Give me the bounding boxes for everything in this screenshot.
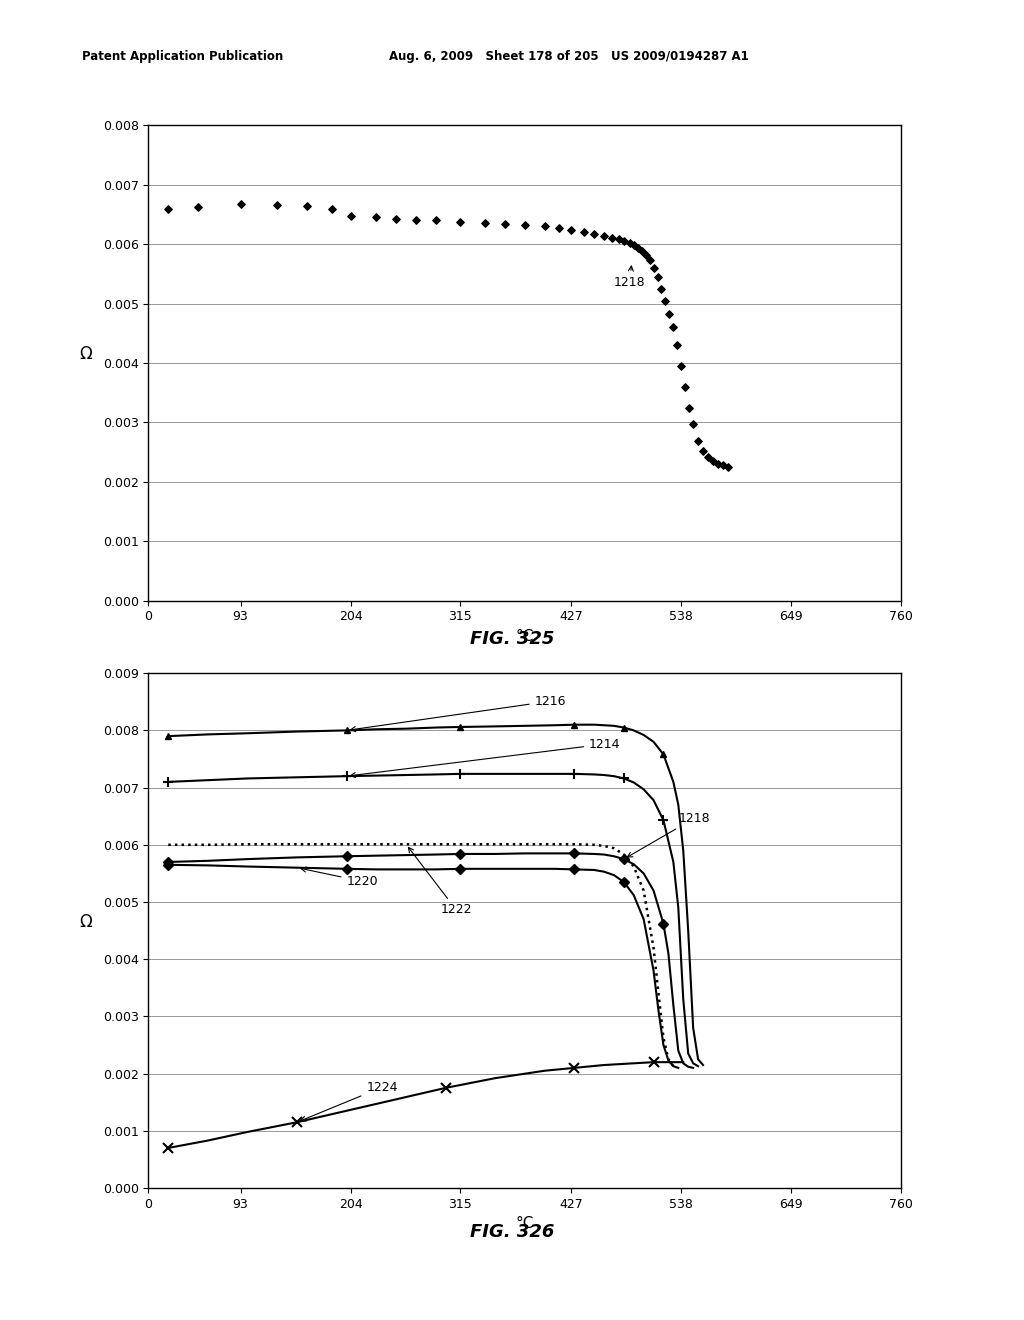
Point [649,267,666,288]
Y-axis label: Ω: Ω [80,345,92,363]
Text: 1216: 1216 [350,694,566,731]
Point [269,194,286,215]
Point [563,219,580,240]
X-axis label: °C: °C [516,1216,534,1232]
Point [673,355,689,376]
Point [551,216,567,238]
Point [388,209,404,230]
Point [695,441,712,462]
Point [641,249,657,271]
Point [677,376,693,397]
Text: 1218: 1218 [628,812,710,857]
Point [408,210,424,231]
Point [662,304,678,325]
Text: FIG. 326: FIG. 326 [470,1222,554,1241]
Text: 1222: 1222 [409,847,472,916]
Point [720,457,736,478]
Point [516,215,532,236]
Point [577,222,593,243]
Point [630,238,646,259]
Point [232,193,249,214]
X-axis label: °C: °C [516,628,534,644]
Point [669,334,685,355]
Point [596,226,612,247]
Text: Patent Application Publication: Patent Application Publication [82,50,284,63]
Point [666,317,682,338]
Text: 1220: 1220 [301,867,378,888]
Point [615,231,632,252]
Point [342,205,358,226]
Point [477,213,494,234]
Point [685,413,701,434]
Point [681,397,697,418]
Y-axis label: Ω: Ω [80,912,92,931]
Point [299,195,315,216]
Point [586,223,602,244]
Point [537,215,553,236]
Point [324,198,340,219]
Text: Aug. 6, 2009   Sheet 178 of 205   US 2009/0194287 A1: Aug. 6, 2009 Sheet 178 of 205 US 2009/01… [389,50,749,63]
Text: 1214: 1214 [350,738,621,777]
Point [705,450,721,471]
Point [610,228,627,249]
Point [453,211,469,232]
Point [699,446,716,467]
Point [710,453,726,474]
Text: FIG. 325: FIG. 325 [470,630,554,648]
Point [634,240,650,261]
Point [189,197,206,218]
Point [368,207,384,228]
Point [645,257,662,279]
Point [657,290,674,312]
Point [497,214,513,235]
Point [160,198,176,219]
Point [626,235,642,256]
Point [690,430,707,451]
Point [715,454,731,475]
Point [604,227,621,248]
Text: 1218: 1218 [614,267,645,289]
Point [637,244,653,265]
Point [427,210,443,231]
Text: 1224: 1224 [301,1081,398,1121]
Point [622,232,638,253]
Point [653,279,670,300]
